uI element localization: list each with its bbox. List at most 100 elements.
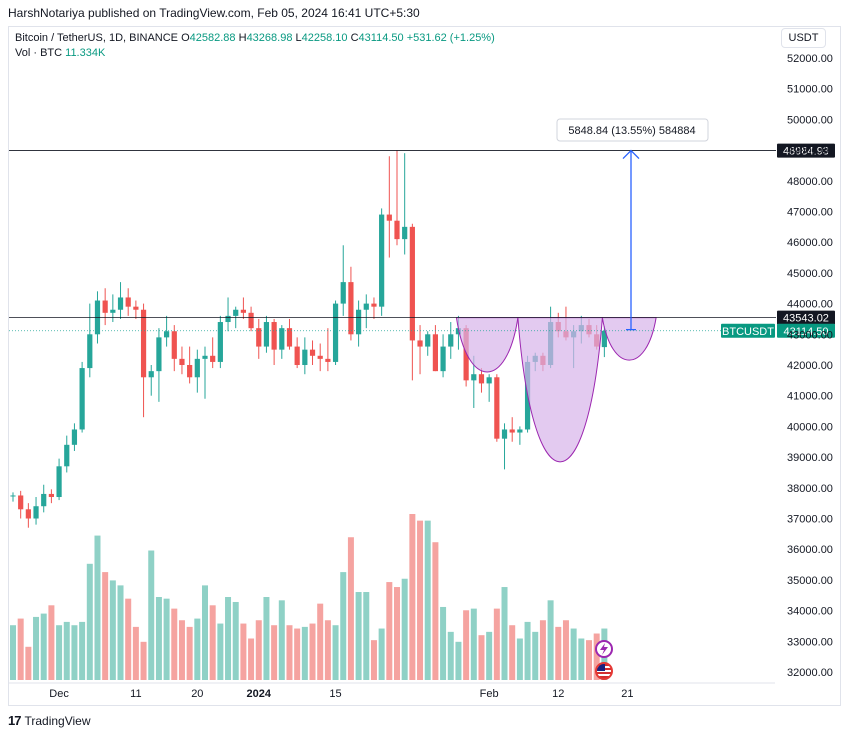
candle-body bbox=[486, 377, 492, 384]
flash-icon[interactable] bbox=[595, 640, 613, 658]
volume-bar bbox=[63, 621, 70, 680]
candle-body bbox=[432, 334, 438, 372]
last-price-label-bg bbox=[777, 323, 835, 338]
volume-bar bbox=[363, 592, 370, 680]
candle-body bbox=[156, 337, 162, 372]
volume-bar bbox=[286, 625, 293, 680]
footer-brand: TradingView bbox=[24, 713, 91, 728]
candle-body bbox=[194, 358, 200, 378]
candle-body bbox=[48, 493, 54, 498]
volume-bar bbox=[140, 641, 147, 680]
price-tick-label: 46000.00 bbox=[787, 237, 833, 249]
volume-bar bbox=[225, 597, 232, 680]
volume-bar bbox=[324, 620, 331, 680]
symbol-title: Bitcoin / TetherUS, 1D, BINANCE bbox=[15, 32, 179, 44]
volume-bar bbox=[132, 626, 139, 680]
candle-body bbox=[33, 506, 39, 519]
candle-body bbox=[279, 328, 285, 350]
volume-bar bbox=[455, 641, 462, 680]
volume-bar bbox=[155, 597, 162, 680]
candle-body bbox=[102, 300, 108, 313]
candle-body bbox=[363, 303, 369, 310]
volume-bar bbox=[117, 585, 124, 680]
candle-body bbox=[164, 331, 170, 338]
volume-bar bbox=[424, 520, 431, 680]
volume-bar bbox=[79, 621, 86, 680]
volume-bars bbox=[10, 514, 608, 680]
volume-bar bbox=[171, 608, 178, 680]
candle-body bbox=[125, 297, 131, 307]
pattern-left-shoulder bbox=[455, 317, 519, 373]
volume-bar bbox=[570, 628, 577, 680]
volume-bar bbox=[232, 601, 239, 680]
volume-bar bbox=[532, 631, 539, 680]
candle-body bbox=[71, 429, 78, 445]
symbol-tag-bg bbox=[721, 323, 775, 338]
price-tick-label: 52000.00 bbox=[787, 53, 833, 65]
candles bbox=[10, 150, 607, 528]
candle-body bbox=[379, 214, 385, 307]
volume-bar bbox=[317, 603, 324, 680]
volume-bar bbox=[194, 618, 201, 680]
candle-body bbox=[41, 493, 47, 507]
us-flag-icon[interactable] bbox=[595, 662, 613, 680]
volume-value: 11.334K bbox=[65, 47, 106, 59]
price-tick-label: 48000.00 bbox=[787, 176, 833, 188]
volume-bar bbox=[94, 535, 101, 680]
volume-bar bbox=[447, 631, 454, 680]
volume-bar bbox=[394, 587, 400, 680]
price-tick-label: 36000.00 bbox=[787, 544, 833, 556]
volume-bar bbox=[386, 582, 393, 680]
time-tick-label: Dec bbox=[49, 688, 69, 700]
close-label: C bbox=[350, 32, 359, 44]
volume-bar bbox=[478, 635, 485, 680]
candle-body bbox=[394, 220, 400, 240]
volume-bar bbox=[10, 625, 16, 680]
volume-bar bbox=[40, 613, 47, 680]
candle-body bbox=[148, 371, 154, 378]
candle-body bbox=[309, 349, 316, 356]
horizontal-lines: 48984.93 43543.02 BTCUSDT 43114.50 bbox=[9, 143, 835, 338]
pattern-head bbox=[517, 317, 603, 463]
volume-bar bbox=[378, 628, 385, 680]
volume-bar bbox=[71, 625, 78, 680]
measure-label: 5848.84 (13.55%) 584884 bbox=[568, 125, 695, 137]
price-tick-label: 33000.00 bbox=[787, 636, 833, 648]
volume-bar bbox=[432, 542, 439, 680]
candle-body bbox=[494, 377, 500, 439]
volume-bar bbox=[301, 626, 308, 680]
volume-bar bbox=[401, 578, 408, 680]
volume-bar bbox=[125, 598, 132, 680]
low-label: L bbox=[295, 32, 302, 44]
candle-body bbox=[463, 328, 469, 381]
price-tick-label: 47000.00 bbox=[787, 207, 833, 219]
volume-bar bbox=[555, 626, 562, 680]
candle-body bbox=[417, 340, 423, 347]
measure-label-box bbox=[556, 118, 709, 142]
candle-body bbox=[332, 303, 339, 362]
volume-bar bbox=[486, 631, 493, 680]
time-tick-label: 2024 bbox=[247, 688, 272, 700]
candle-body bbox=[317, 355, 323, 359]
candle-body bbox=[248, 312, 254, 329]
candle-body bbox=[210, 355, 216, 362]
candle-body bbox=[171, 331, 177, 359]
volume-bar bbox=[263, 597, 270, 680]
price-tick-label: 42000.00 bbox=[787, 360, 833, 372]
volume-bar bbox=[217, 623, 224, 680]
currency-button[interactable]: USDT bbox=[781, 28, 826, 48]
volume-bar bbox=[48, 605, 55, 680]
volume-bar bbox=[562, 620, 569, 680]
candle-body bbox=[340, 282, 346, 304]
candle-body bbox=[440, 346, 446, 372]
candle-body bbox=[225, 315, 231, 323]
candle-body bbox=[133, 306, 139, 310]
volume-bar bbox=[271, 625, 278, 680]
footer: 17 TradingView bbox=[8, 713, 91, 728]
volume-bar bbox=[440, 606, 447, 680]
candle-body bbox=[25, 509, 31, 519]
candle-body bbox=[256, 328, 262, 347]
price-tick-label: 40000.00 bbox=[787, 421, 833, 433]
candle-body bbox=[455, 328, 462, 335]
